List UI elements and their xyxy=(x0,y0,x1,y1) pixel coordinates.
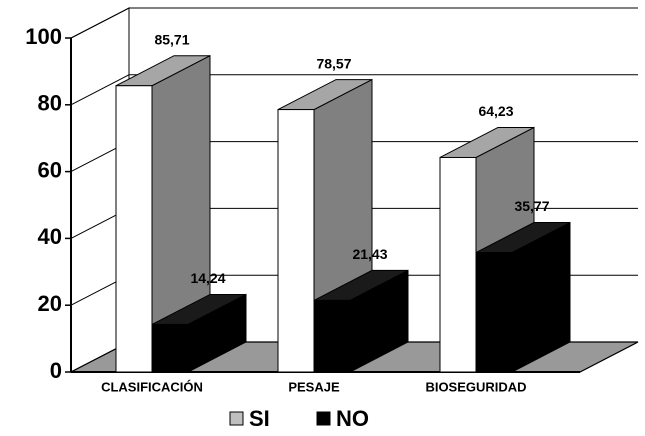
y-tick-label: 0 xyxy=(50,358,62,383)
bar xyxy=(277,109,315,373)
bar xyxy=(313,299,351,373)
data-label: 14,24 xyxy=(190,270,225,286)
grid-line xyxy=(70,74,638,106)
data-label: 85,71 xyxy=(154,31,189,47)
data-label: 35,77 xyxy=(514,198,549,214)
y-tick-label: 40 xyxy=(38,224,62,249)
legend-swatch xyxy=(316,411,331,426)
bar xyxy=(475,252,513,373)
y-tick-label: 100 xyxy=(25,24,62,49)
legend-label: NO xyxy=(336,406,369,431)
data-label: 78,57 xyxy=(316,55,351,71)
x-tick-label: BIOSEGURIDAD xyxy=(425,379,526,394)
bar xyxy=(439,156,477,373)
y-tick-label: 60 xyxy=(38,157,62,182)
bar xyxy=(115,85,153,373)
legend-swatch xyxy=(229,411,244,426)
y-tick-label: 20 xyxy=(38,291,62,316)
data-label: 64,23 xyxy=(478,103,513,119)
x-tick-label: CLASIFICACIÓN xyxy=(101,379,203,394)
y-tick-label: 80 xyxy=(38,91,62,116)
data-label: 21,43 xyxy=(352,246,387,262)
bar xyxy=(151,323,189,373)
x-tick-label: PESAJE xyxy=(288,379,340,394)
legend-label: SI xyxy=(249,406,270,431)
grid-line xyxy=(70,7,638,39)
